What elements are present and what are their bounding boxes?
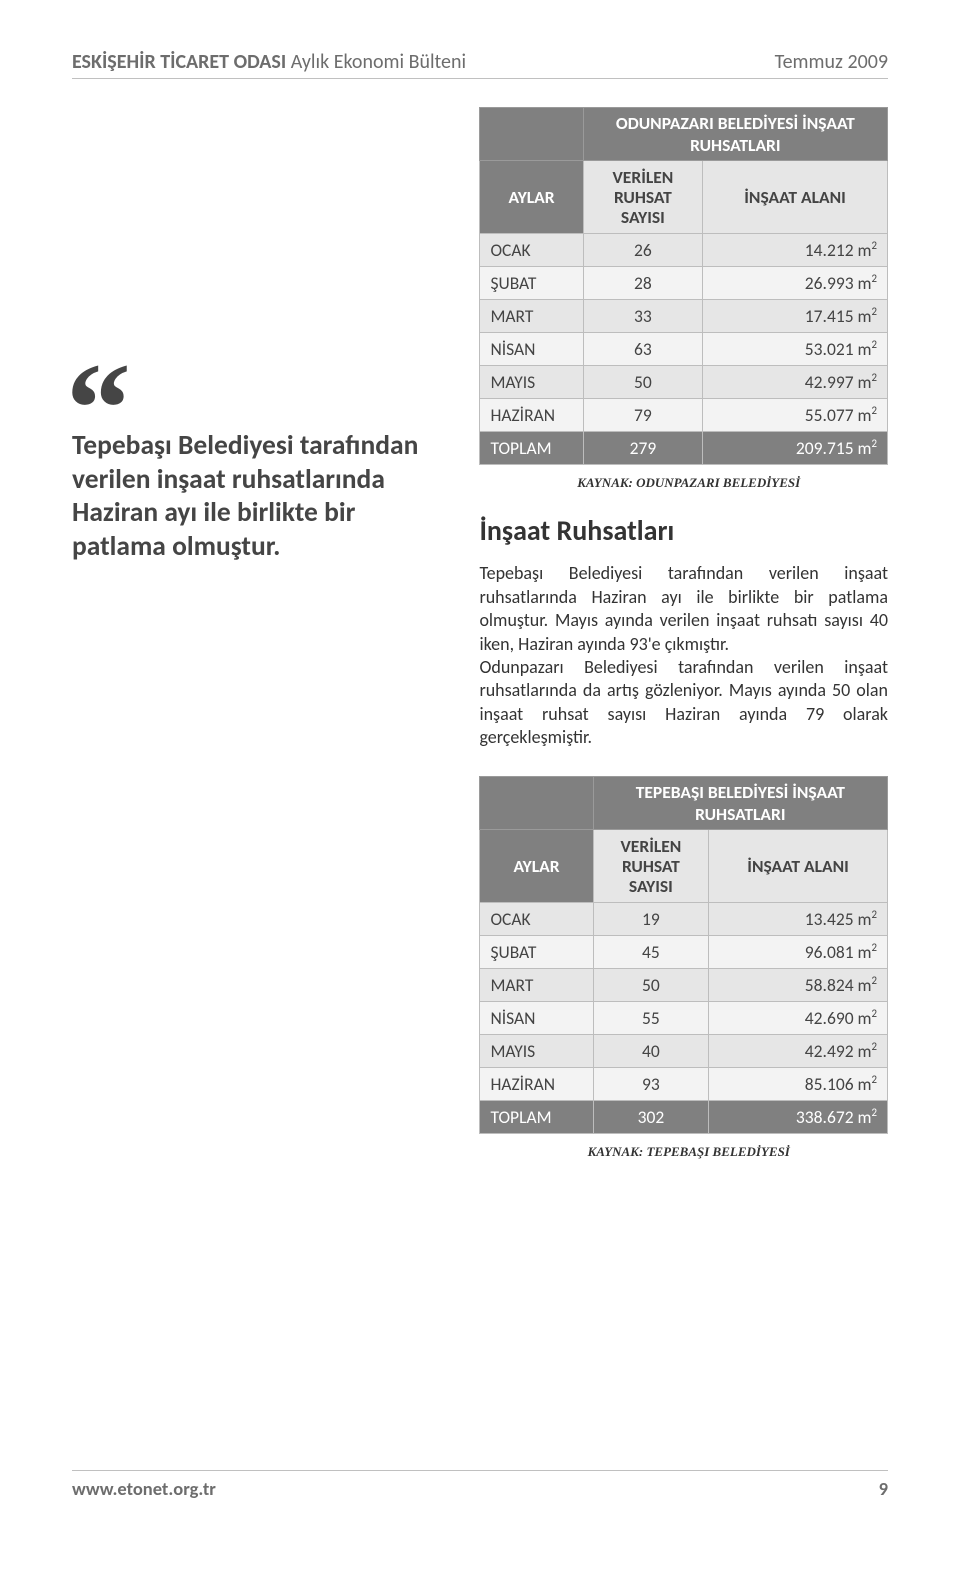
- left-column: “ Tepebaşı Belediyesi tarafından verilen…: [72, 107, 451, 1182]
- page-header: ESKİŞEHİR TİCARET ODASI Aylık Ekonomi Bü…: [72, 50, 888, 79]
- t2-col1: VERİLENRUHSATSAYISI: [593, 829, 708, 902]
- table-row: ŞUBAT2826.993 m2: [480, 267, 888, 300]
- table-cell-area: 42.690 m2: [709, 1001, 888, 1034]
- table-cell-count: 45: [593, 935, 708, 968]
- table-cell-count: 26: [583, 234, 702, 267]
- table-cell-area: 17.415 m2: [703, 300, 888, 333]
- table-row-total: TOPLAM279209.715 m2: [480, 432, 888, 465]
- table-cell-count: 19: [593, 902, 708, 935]
- t2-title: TEPEBAŞI BELEDİYESİ İNŞAATRUHSATLARI: [593, 776, 887, 829]
- table-cell-total-label: TOPLAM: [480, 432, 583, 465]
- table-row: MART3317.415 m2: [480, 300, 888, 333]
- table-cell-area: 55.077 m2: [703, 399, 888, 432]
- table-cell-area: 13.425 m2: [709, 902, 888, 935]
- header-org-rest: Aylık Ekonomi Bülteni: [286, 50, 466, 74]
- table-row: MAYIS5042.997 m2: [480, 366, 888, 399]
- table-cell-month: OCAK: [480, 902, 593, 935]
- table-cell-total-count: 279: [583, 432, 702, 465]
- table-cell-count: 28: [583, 267, 702, 300]
- table-cell-month: MART: [480, 300, 583, 333]
- table-cell-total-label: TOPLAM: [480, 1100, 593, 1133]
- t1-col1: VERİLENRUHSATSAYISI: [583, 161, 702, 234]
- table-row: ŞUBAT4596.081 m2: [480, 935, 888, 968]
- t1-col2: İNŞAAT ALANI: [703, 161, 888, 234]
- pull-quote-text: Tepebaşı Belediyesi tarafından verilen i…: [72, 429, 418, 563]
- table-cell-count: 93: [593, 1067, 708, 1100]
- t2-col0: AYLAR: [480, 829, 593, 902]
- t1-corner: [480, 108, 583, 161]
- footer-url: www.etonet.org.tr: [72, 1477, 216, 1500]
- table-cell-area: 58.824 m2: [709, 968, 888, 1001]
- table-row: OCAK2614.212 m2: [480, 234, 888, 267]
- table-row: MAYIS4042.492 m2: [480, 1034, 888, 1067]
- table-cell-month: HAZİRAN: [480, 399, 583, 432]
- table-row: MART5058.824 m2: [480, 968, 888, 1001]
- table-cell-month: ŞUBAT: [480, 267, 583, 300]
- table-cell-month: ŞUBAT: [480, 935, 593, 968]
- table-cell-area: 42.492 m2: [709, 1034, 888, 1067]
- table-cell-count: 50: [583, 366, 702, 399]
- table-odunpazari: ODUNPAZARI BELEDİYESİ İNŞAATRUHSATLARI A…: [479, 107, 888, 465]
- table-cell-month: NİSAN: [480, 1001, 593, 1034]
- table-cell-area: 53.021 m2: [703, 333, 888, 366]
- table-row: HAZİRAN9385.106 m2: [480, 1067, 888, 1100]
- table-cell-count: 40: [593, 1034, 708, 1067]
- table-cell-month: NİSAN: [480, 333, 583, 366]
- t2-corner: [480, 776, 593, 829]
- table-cell-count: 63: [583, 333, 702, 366]
- table-cell-count: 79: [583, 399, 702, 432]
- t2-body: OCAK1913.425 m2ŞUBAT4596.081 m2MART5058.…: [480, 902, 888, 1133]
- table-cell-total-count: 302: [593, 1100, 708, 1133]
- header-org-bold: ESKİŞEHİR TİCARET ODASI: [72, 50, 286, 74]
- right-column: ODUNPAZARI BELEDİYESİ İNŞAATRUHSATLARI A…: [479, 107, 888, 1182]
- header-title: ESKİŞEHİR TİCARET ODASI Aylık Ekonomi Bü…: [72, 50, 466, 74]
- t2-source: KAYNAK: TEPEBAŞI BELEDİYESİ: [489, 1144, 888, 1160]
- table-row-total: TOPLAM302338.672 m2: [480, 1100, 888, 1133]
- table-cell-area: 26.993 m2: [703, 267, 888, 300]
- table-row: NİSAN6353.021 m2: [480, 333, 888, 366]
- section-title: İnşaat Ruhsatları: [479, 513, 888, 548]
- t1-source: KAYNAK: ODUNPAZARI BELEDİYESİ: [489, 475, 888, 491]
- table-cell-month: OCAK: [480, 234, 583, 267]
- table-cell-area: 14.212 m2: [703, 234, 888, 267]
- t1-title: ODUNPAZARI BELEDİYESİ İNŞAATRUHSATLARI: [583, 108, 887, 161]
- table-cell-count: 33: [583, 300, 702, 333]
- table-row: OCAK1913.425 m2: [480, 902, 888, 935]
- table-cell-month: MAYIS: [480, 366, 583, 399]
- table-cell-area: 96.081 m2: [709, 935, 888, 968]
- table-cell-month: HAZİRAN: [480, 1067, 593, 1100]
- table-cell-month: MART: [480, 968, 593, 1001]
- table-row: HAZİRAN7955.077 m2: [480, 399, 888, 432]
- pull-quote: “ Tepebaşı Belediyesi tarafından verilen…: [72, 387, 451, 563]
- table-cell-count: 50: [593, 968, 708, 1001]
- header-issue: Temmuz 2009: [775, 50, 888, 74]
- table-cell-area: 338.672 m2: [709, 1100, 888, 1133]
- section-body: Tepebaşı Belediyesi tarafından verilen i…: [479, 562, 888, 749]
- page-footer: www.etonet.org.tr 9: [72, 1470, 888, 1500]
- table-cell-area: 209.715 m2: [703, 432, 888, 465]
- content-columns: “ Tepebaşı Belediyesi tarafından verilen…: [72, 107, 888, 1182]
- t1-body: OCAK2614.212 m2ŞUBAT2826.993 m2MART3317.…: [480, 234, 888, 465]
- t2-col2: İNŞAAT ALANI: [709, 829, 888, 902]
- table-cell-area: 85.106 m2: [709, 1067, 888, 1100]
- t1-col0: AYLAR: [480, 161, 583, 234]
- open-quote-icon: “: [66, 387, 451, 423]
- table-row: NİSAN5542.690 m2: [480, 1001, 888, 1034]
- footer-page: 9: [879, 1477, 888, 1500]
- table-cell-count: 55: [593, 1001, 708, 1034]
- table-tepebasi: TEPEBAŞI BELEDİYESİ İNŞAATRUHSATLARI AYL…: [479, 776, 888, 1134]
- table-cell-month: MAYIS: [480, 1034, 593, 1067]
- table-cell-area: 42.997 m2: [703, 366, 888, 399]
